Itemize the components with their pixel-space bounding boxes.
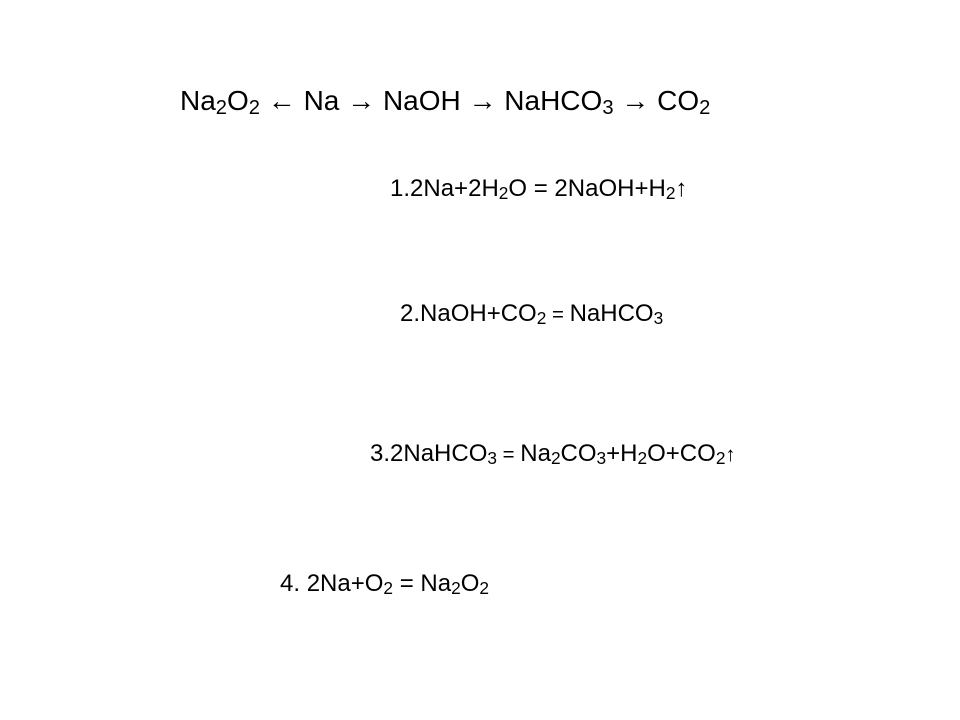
equation-number: 2.	[400, 300, 420, 327]
chain-compound: NaOH	[383, 85, 461, 116]
arrow-left: ←	[260, 85, 304, 116]
equation-number: 3.	[370, 440, 390, 467]
chain-compound: NaHCO3	[504, 85, 613, 116]
equation-number: 1.	[390, 175, 410, 202]
chain-compound: Na2O2	[180, 85, 260, 116]
equation-4: 4. 2Na+O2 = Na2O2	[280, 570, 489, 598]
equation-3: 3.2NaHCO3 = Na2CO3+H2O+CO2↑	[370, 440, 736, 468]
equation-2: 2.NaOH+CO2 = NaHCO3	[400, 300, 663, 328]
arrow-right: →	[339, 85, 383, 116]
chain-compound: CO2	[657, 85, 710, 116]
arrow-right: →	[614, 85, 658, 116]
gas-arrow-icon: ↑	[725, 444, 735, 466]
chain-compound: Na	[304, 85, 340, 116]
equation-number: 4.	[280, 570, 307, 597]
arrow-right: →	[461, 85, 505, 116]
equation-1: 1.2Na+2H2O = 2NaOH+H2↑	[390, 175, 687, 203]
reaction-chain: Na2O2 ← Na → NaOH → NaHCO3 → CO2	[180, 85, 710, 117]
gas-arrow-icon: ↑	[675, 175, 687, 202]
